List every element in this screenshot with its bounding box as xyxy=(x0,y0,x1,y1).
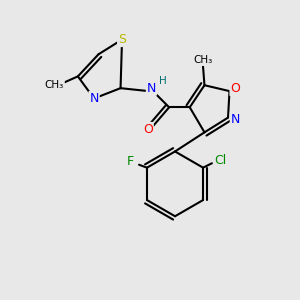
Text: O: O xyxy=(143,123,153,136)
Text: F: F xyxy=(127,155,134,168)
Text: Cl: Cl xyxy=(214,154,227,167)
Text: N: N xyxy=(231,112,240,126)
Text: N: N xyxy=(147,82,156,95)
Text: O: O xyxy=(230,82,240,95)
Text: H: H xyxy=(159,76,167,86)
Text: S: S xyxy=(118,33,126,46)
Text: N: N xyxy=(89,92,99,105)
Text: CH₃: CH₃ xyxy=(45,80,64,90)
Text: CH₃: CH₃ xyxy=(194,55,213,65)
